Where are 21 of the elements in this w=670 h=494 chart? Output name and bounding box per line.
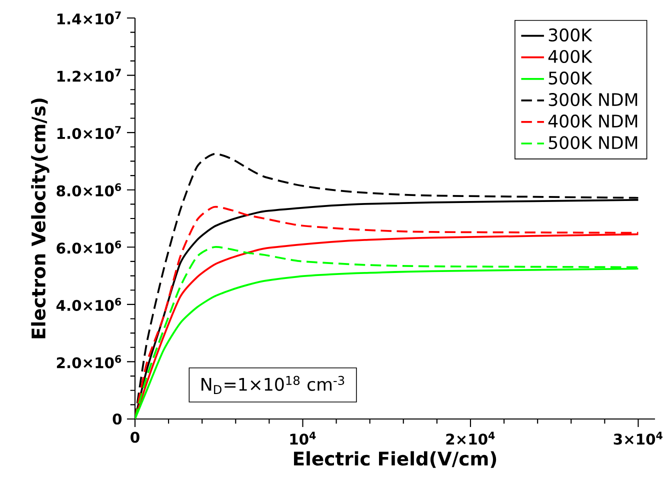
y-axis-title: Electron Velocity(cm/s) xyxy=(31,98,50,338)
y-tick-label: 1.0×10$^{7}$ xyxy=(57,126,121,140)
legend-label: 500K NDM xyxy=(548,136,638,150)
x-tick-label: 0 xyxy=(130,432,140,443)
y-tick-label: 6.0×10$^{6}$ xyxy=(56,240,122,254)
y-tick-label: 1.2×10$^{7}$ xyxy=(57,68,121,82)
y-tick-label: 0 xyxy=(112,413,122,425)
legend-label: 400K NDM xyxy=(548,114,638,128)
annotation: N$_{D}$=1×10$^{18}$ cm$^{-3}$ xyxy=(202,376,344,394)
y-tick-label: 1.4×10$^{7}$ xyxy=(57,12,121,24)
legend-label: 400K xyxy=(548,50,592,64)
y-tick-label: 8.0×10$^{6}$ xyxy=(56,183,122,196)
y-tick-label: 2.0×10$^{6}$ xyxy=(56,355,122,368)
x-tick-label: 10$^{4}$ xyxy=(290,432,316,445)
legend-label: 500K xyxy=(548,71,592,85)
legend-label: 300K NDM xyxy=(548,93,638,106)
x-tick-label: 2×10$^{4}$ xyxy=(446,432,495,445)
x-axis-title: Electric Field(V/cm) xyxy=(294,451,496,468)
x-tick-label: 3×10$^{4}$ xyxy=(614,432,662,445)
legend-label: 300K xyxy=(548,28,592,42)
y-tick-label: 4.0×10$^{6}$ xyxy=(56,298,122,311)
